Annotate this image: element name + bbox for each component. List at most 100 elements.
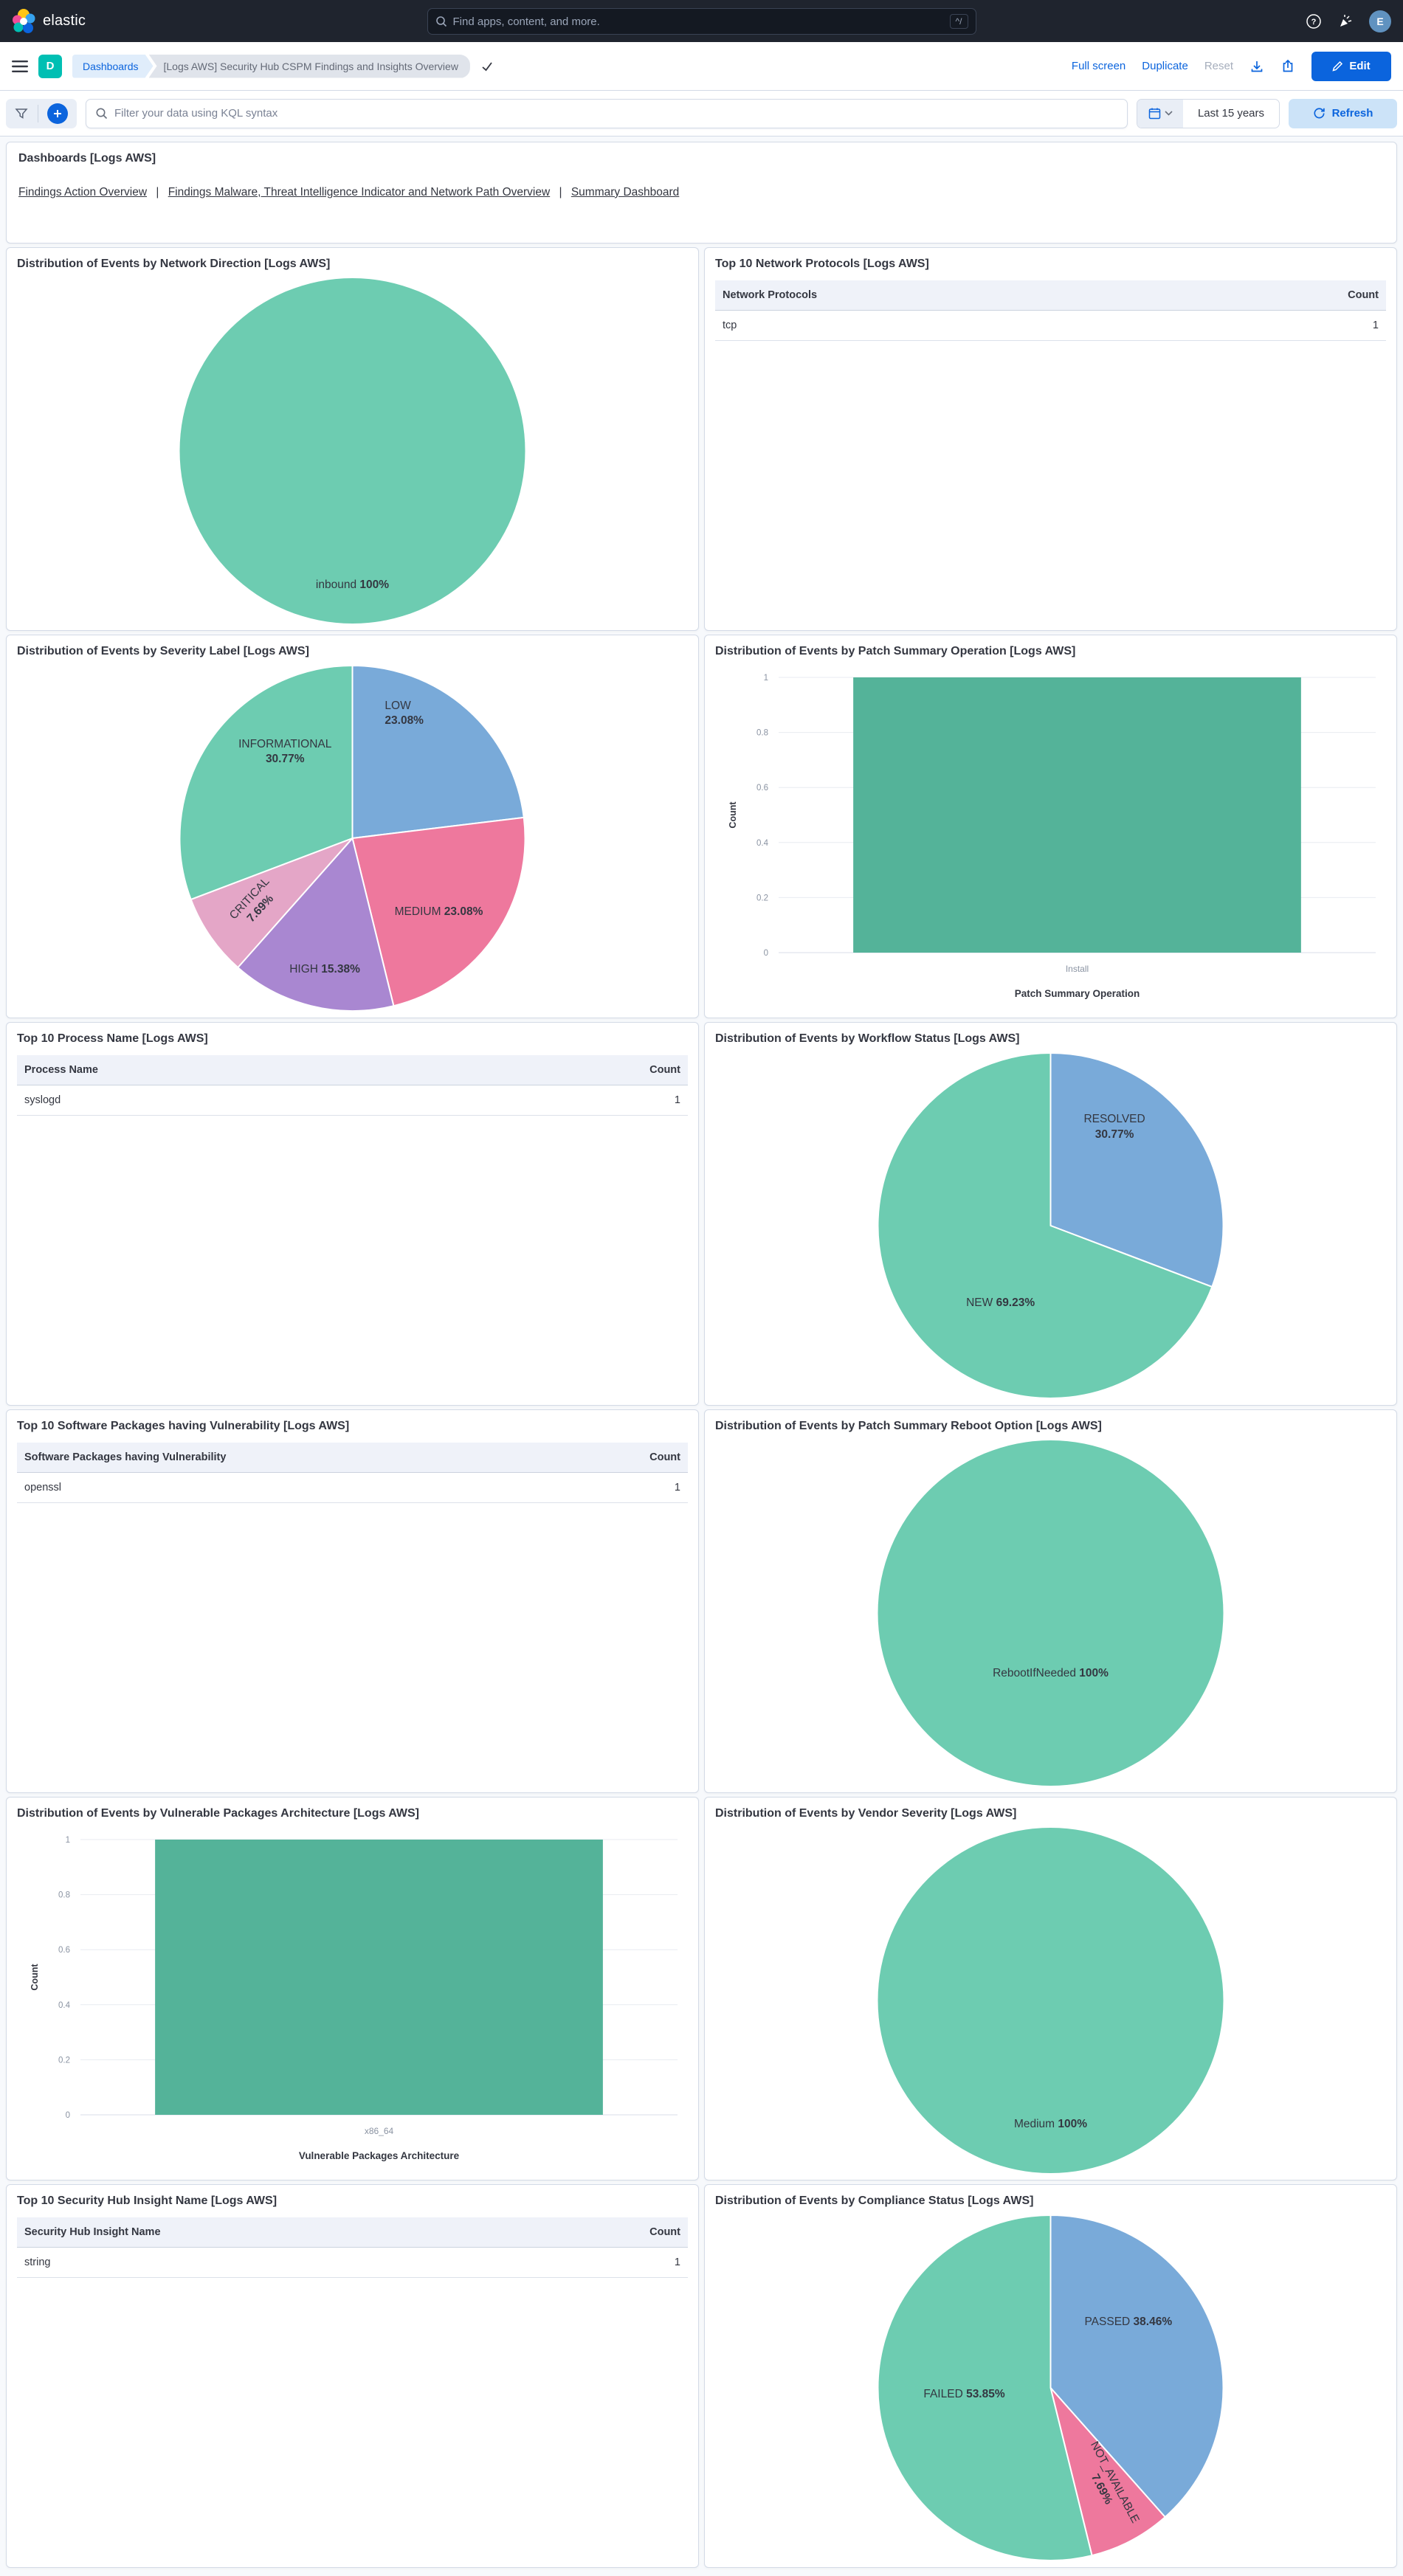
pie-slice-inbound[interactable] <box>179 277 525 624</box>
brand-name: elastic <box>43 13 86 29</box>
panel-vulnerable-arch-bar: Distribution of Events by Vulnerable Pac… <box>6 1797 699 2180</box>
newsfeed-icon[interactable] <box>1337 13 1354 30</box>
pie-slice-new[interactable] <box>877 1052 1213 1399</box>
pie-slice-not-available[interactable] <box>1049 2386 1166 2556</box>
cell-string[interactable]: string <box>24 2256 51 2268</box>
column-header-count[interactable]: Count <box>649 1451 680 1463</box>
pie-slice-resolved[interactable] <box>1049 1052 1224 1288</box>
pie-slice-medium[interactable] <box>878 1827 1224 2173</box>
search-shortcut-badge: ^/ <box>949 14 968 29</box>
cell-syslogd[interactable]: syslogd <box>24 1094 61 1106</box>
pie-label-medium: MEDIUM 23.08% <box>394 905 483 919</box>
search-icon <box>95 107 108 120</box>
pie-label-resolved: RESOLVED 30.77% <box>1083 1113 1145 1141</box>
pie-chart-network-direction: inbound 100% <box>7 274 698 630</box>
duplicate-button[interactable]: Duplicate <box>1142 60 1188 72</box>
y-tick-label: 0.4 <box>58 2001 71 2010</box>
panel-title[interactable]: Distribution of Events by Vulnerable Pac… <box>17 1807 419 1820</box>
panel-network-protocols-table: Top 10 Network Protocols [Logs AWS] Netw… <box>704 247 1397 631</box>
panel-patch-summary-operation-bar: Distribution of Events by Patch Summary … <box>704 635 1397 1018</box>
panel-title[interactable]: Top 10 Network Protocols [Logs AWS] <box>715 258 929 270</box>
y-tick-label: 1 <box>66 1836 70 1845</box>
elastic-brand[interactable]: elastic <box>12 8 86 34</box>
add-filter-button[interactable] <box>46 103 68 124</box>
share-icon[interactable] <box>1280 59 1295 74</box>
y-tick-label: 0.6 <box>756 784 768 793</box>
pie-label-new: NEW 69.23% <box>966 1296 1035 1310</box>
cell-openssl[interactable]: openssl <box>24 1482 61 1494</box>
link-findings-malware-overview[interactable]: Findings Malware, Threat Intelligence In… <box>168 185 551 198</box>
pie-slice-medium[interactable] <box>351 816 526 1007</box>
pie-slice-high[interactable] <box>237 837 395 1012</box>
column-header-count[interactable]: Count <box>649 1064 680 1076</box>
table-row: openssl 1 <box>17 1473 688 1503</box>
panel-workflow-status-pie: Distribution of Events by Workflow Statu… <box>704 1022 1397 1406</box>
table-row: string 1 <box>17 2248 688 2278</box>
global-search-placeholder: Find apps, content, and more. <box>452 15 600 28</box>
x-tick-label: x86_64 <box>365 2126 394 2136</box>
link-summary-dashboard[interactable]: Summary Dashboard <box>570 185 680 198</box>
table-row: syslogd 1 <box>17 1085 688 1116</box>
user-avatar[interactable]: E <box>1369 10 1391 32</box>
panel-title[interactable]: Distribution of Events by Patch Summary … <box>715 645 1076 657</box>
pie-slice-informational[interactable] <box>179 664 354 900</box>
download-icon[interactable] <box>1249 59 1264 74</box>
panel-title[interactable]: Top 10 Process Name [Logs AWS] <box>17 1032 208 1045</box>
table-insight-name: Security Hub Insight Name Count string 1 <box>7 2213 698 2567</box>
column-header-process-name[interactable]: Process Name <box>24 1064 98 1076</box>
column-header-network-protocols[interactable]: Network Protocols <box>723 289 818 301</box>
data-table: Software Packages having Vulnerability Co… <box>17 1443 688 1503</box>
column-header-security-hub-insight-name[interactable]: Security Hub Insight Name <box>24 2226 161 2238</box>
panel-title[interactable]: Distribution of Events by Patch Summary … <box>715 1420 1102 1432</box>
bar-x86-64[interactable] <box>155 1839 603 2115</box>
link-findings-action-overview[interactable]: Findings Action Overview <box>18 185 148 198</box>
filter-funnel-icon[interactable] <box>15 107 28 120</box>
panel-grid: Distribution of Events by Network Direct… <box>6 247 1397 2568</box>
pie-label-low: LOW 23.08% <box>385 700 424 728</box>
panel-title[interactable]: Distribution of Events by Workflow Statu… <box>715 1032 1020 1045</box>
column-header-software-packages-having-vulnerability[interactable]: Software Packages having Vulnerability <box>24 1451 227 1463</box>
pie-slice-failed[interactable] <box>877 2214 1093 2561</box>
panel-title[interactable]: Top 10 Security Hub Insight Name [Logs A… <box>17 2195 278 2207</box>
breadcrumb-dashboards[interactable]: Dashboards <box>72 55 154 78</box>
query-bar: Filter your data using KQL syntax Last 1… <box>0 91 1403 137</box>
panel-title[interactable]: Distribution of Events by Network Direct… <box>17 258 331 270</box>
panel-reboot-option-pie: Distribution of Events by Patch Summary … <box>704 1409 1397 1793</box>
full-screen-button[interactable]: Full screen <box>1071 60 1126 72</box>
pie-slice-rebootifneeded[interactable] <box>878 1440 1224 1786</box>
panel-title[interactable]: Distribution of Events by Vendor Severit… <box>715 1807 1017 1820</box>
y-tick-label: 0 <box>66 2111 70 2120</box>
pie-chart-workflow-status: RESOLVED 30.77% NEW 69.23% <box>705 1049 1396 1405</box>
pie-chart-severity-label: LOW 23.08% MEDIUM 23.08% HIGH 15.38% CRITICA… <box>7 661 698 1018</box>
pie-slice-passed[interactable] <box>1049 2214 1224 2518</box>
panel-title[interactable]: Top 10 Software Packages having Vulnerab… <box>17 1420 350 1432</box>
cell-tcp[interactable]: tcp <box>723 320 737 331</box>
pie-chart-reboot-option: RebootIfNeeded 100% <box>705 1436 1396 1792</box>
panel-title[interactable]: Distribution of Events by Compliance Sta… <box>715 2195 1034 2207</box>
panel-severity-label-pie: Distribution of Events by Severity Label… <box>6 635 699 1018</box>
breadcrumb-current-dashboard: [Logs AWS] Security Hub CSPM Findings an… <box>148 54 470 78</box>
y-axis-title: Count <box>728 801 738 828</box>
bar-chart-patch-summary-operation: 0 0.2 0.4 0.6 0.8 1 Count Install Patch Summary … <box>705 661 1396 1018</box>
y-axis-title: Count <box>30 1963 40 1990</box>
reset-button[interactable]: Reset <box>1204 60 1233 72</box>
time-range-value[interactable]: Last 15 years <box>1197 107 1265 120</box>
panel-software-packages-table: Top 10 Software Packages having Vulnerab… <box>6 1409 699 1793</box>
column-header-count[interactable]: Count <box>649 2226 680 2238</box>
edit-button[interactable]: Edit <box>1311 51 1391 81</box>
global-search-input[interactable]: Find apps, content, and more. ^/ <box>427 8 976 35</box>
pie-slice-low[interactable] <box>351 664 525 839</box>
y-tick-label: 0.2 <box>756 894 768 902</box>
help-icon[interactable]: ? <box>1306 13 1322 30</box>
panel-title[interactable]: Distribution of Events by Severity Label… <box>17 645 309 657</box>
bar-install[interactable] <box>853 677 1301 953</box>
refresh-button[interactable]: Refresh <box>1289 98 1397 128</box>
pie-slice-critical[interactable] <box>190 837 354 968</box>
menu-hamburger-icon[interactable] <box>12 60 28 73</box>
space-avatar[interactable]: D <box>38 54 62 78</box>
links-panel-title: Dashboards [Logs AWS] <box>18 152 156 165</box>
kql-search-input[interactable]: Filter your data using KQL syntax <box>86 98 1128 128</box>
time-picker-menu-button[interactable] <box>1137 99 1183 128</box>
pie-chart-vendor-severity: Medium 100% <box>705 1823 1396 2180</box>
column-header-count[interactable]: Count <box>1348 289 1379 301</box>
